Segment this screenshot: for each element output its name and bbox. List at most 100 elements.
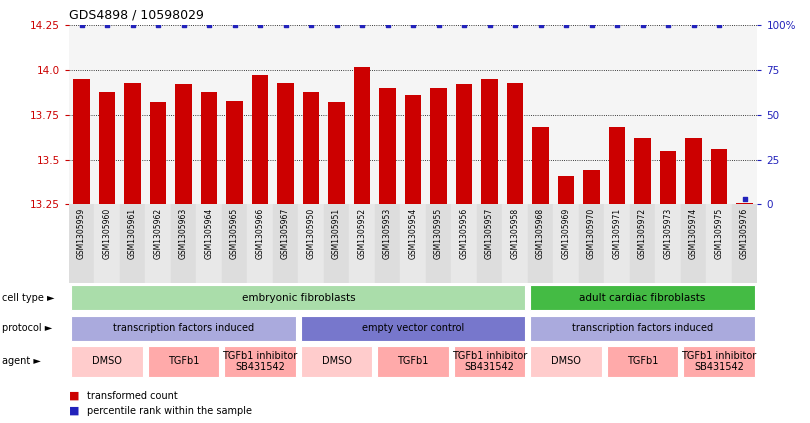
Bar xyxy=(532,127,549,204)
Point xyxy=(279,22,292,29)
Text: GSM1305969: GSM1305969 xyxy=(561,208,570,259)
Bar xyxy=(247,204,273,283)
Bar xyxy=(273,204,298,283)
Bar xyxy=(660,151,676,204)
Bar xyxy=(477,204,502,283)
Text: GSM1305965: GSM1305965 xyxy=(230,208,239,259)
Point xyxy=(75,22,88,29)
Text: GSM1305972: GSM1305972 xyxy=(638,208,647,259)
Bar xyxy=(630,204,655,283)
Text: embryonic fibroblasts: embryonic fibroblasts xyxy=(241,293,355,303)
Bar xyxy=(553,204,579,283)
Bar xyxy=(634,138,651,204)
Text: empty vector control: empty vector control xyxy=(362,323,464,333)
Bar xyxy=(456,85,472,204)
Point xyxy=(560,22,573,29)
Text: GDS4898 / 10598029: GDS4898 / 10598029 xyxy=(69,8,204,21)
Text: DMSO: DMSO xyxy=(92,357,122,366)
Point xyxy=(126,22,139,29)
Bar xyxy=(451,204,477,283)
Point xyxy=(713,22,726,29)
Text: TGFb1: TGFb1 xyxy=(168,357,199,366)
Text: cell type ►: cell type ► xyxy=(2,293,54,303)
Bar xyxy=(528,204,553,283)
Bar xyxy=(558,176,574,204)
Text: GSM1305964: GSM1305964 xyxy=(205,208,214,259)
Point xyxy=(509,22,522,29)
Bar xyxy=(226,101,243,204)
Bar xyxy=(583,170,600,204)
Text: GSM1305961: GSM1305961 xyxy=(128,208,137,259)
Text: GSM1305967: GSM1305967 xyxy=(281,208,290,259)
Text: GSM1305950: GSM1305950 xyxy=(307,208,316,259)
Text: GSM1305960: GSM1305960 xyxy=(103,208,112,259)
Bar xyxy=(706,204,732,283)
Bar xyxy=(252,75,268,204)
Bar xyxy=(303,92,319,204)
Text: GSM1305976: GSM1305976 xyxy=(740,208,749,259)
Text: GSM1305970: GSM1305970 xyxy=(587,208,596,259)
Bar xyxy=(124,82,141,204)
Text: GSM1305962: GSM1305962 xyxy=(154,208,163,259)
Text: GSM1305959: GSM1305959 xyxy=(77,208,86,259)
Bar xyxy=(120,204,145,283)
Bar xyxy=(354,66,370,204)
Text: GSM1305973: GSM1305973 xyxy=(663,208,672,259)
Bar xyxy=(94,204,120,283)
Bar xyxy=(609,127,625,204)
Bar xyxy=(171,204,196,283)
Text: GSM1305968: GSM1305968 xyxy=(536,208,545,259)
Text: GSM1305971: GSM1305971 xyxy=(612,208,621,259)
Text: GSM1305963: GSM1305963 xyxy=(179,208,188,259)
Point xyxy=(458,22,471,29)
Point xyxy=(356,22,369,29)
Point xyxy=(382,22,394,29)
Point xyxy=(407,22,420,29)
Point xyxy=(534,22,547,29)
Text: adult cardiac fibroblasts: adult cardiac fibroblasts xyxy=(579,293,706,303)
Text: agent ►: agent ► xyxy=(2,357,40,366)
Bar xyxy=(196,204,222,283)
Text: protocol ►: protocol ► xyxy=(2,323,52,333)
Bar xyxy=(328,102,345,204)
Text: TGFb1 inhibitor
SB431542: TGFb1 inhibitor SB431542 xyxy=(223,351,298,372)
Text: ■: ■ xyxy=(69,390,79,401)
Point xyxy=(432,22,445,29)
Text: GSM1305966: GSM1305966 xyxy=(256,208,265,259)
Bar xyxy=(175,85,192,204)
Point xyxy=(611,22,624,29)
Text: GSM1305956: GSM1305956 xyxy=(459,208,469,259)
Text: transformed count: transformed count xyxy=(87,390,177,401)
Bar xyxy=(74,79,90,204)
Point xyxy=(100,22,113,29)
Bar xyxy=(736,203,752,204)
Bar xyxy=(426,204,451,283)
Text: GSM1305958: GSM1305958 xyxy=(510,208,519,259)
Text: GSM1305954: GSM1305954 xyxy=(408,208,418,259)
Text: GSM1305957: GSM1305957 xyxy=(485,208,494,259)
Bar xyxy=(507,82,523,204)
Bar xyxy=(681,204,706,283)
Text: TGFb1: TGFb1 xyxy=(627,357,659,366)
Text: DMSO: DMSO xyxy=(551,357,581,366)
Point xyxy=(636,22,649,29)
Point xyxy=(305,22,318,29)
Bar xyxy=(375,204,400,283)
Text: TGFb1 inhibitor
SB431542: TGFb1 inhibitor SB431542 xyxy=(452,351,527,372)
Text: transcription factors induced: transcription factors induced xyxy=(113,323,254,333)
Bar xyxy=(579,204,604,283)
Bar xyxy=(145,204,171,283)
Bar xyxy=(430,88,447,204)
Bar xyxy=(711,149,727,204)
Text: GSM1305975: GSM1305975 xyxy=(714,208,723,259)
Bar xyxy=(502,204,528,283)
Point xyxy=(254,22,266,29)
Bar xyxy=(349,204,375,283)
Point xyxy=(483,22,496,29)
Bar xyxy=(481,79,498,204)
Point xyxy=(585,22,598,29)
Bar xyxy=(222,204,247,283)
Text: GSM1305951: GSM1305951 xyxy=(332,208,341,259)
Point xyxy=(330,22,343,29)
Text: GSM1305952: GSM1305952 xyxy=(357,208,367,259)
